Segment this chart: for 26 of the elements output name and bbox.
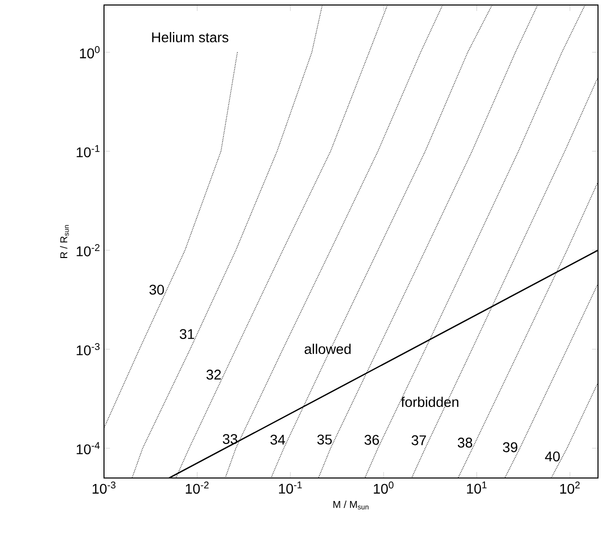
x-axis-title: M / M$_{sun}$ <box>333 500 368 510</box>
x-tick-label: 10$^{2}$ <box>560 482 580 494</box>
series-label: 34 <box>270 434 286 445</box>
series-label: 32 <box>206 370 221 380</box>
series-label: 36 <box>364 434 379 445</box>
series-label: 31 <box>180 329 194 340</box>
x-tick-label: 10$^{-2}$ <box>186 482 209 494</box>
annotation: Helium stars <box>152 32 228 42</box>
y-tick-label: 10$^{-2}$ <box>76 244 100 256</box>
y-tick-label: 10$^{-3}$ <box>76 343 100 356</box>
y-tick-label: 10$^{-4}$ <box>76 442 100 454</box>
x-tick-label: 10$^{1}$ <box>467 482 487 494</box>
y-axis-title: R / R$_{sun}$ <box>60 225 69 258</box>
y-tick-label: 10$^{0}$ <box>80 46 100 58</box>
annotation: forbidden <box>401 396 458 407</box>
series-label: 37 <box>412 435 426 446</box>
series-label: 38 <box>458 438 472 448</box>
y-tick-label: 10$^{-1}$ <box>76 145 100 158</box>
series-label: 35 <box>317 434 332 445</box>
series-label: 39 <box>502 442 518 452</box>
series-label: 30 <box>149 284 164 295</box>
series-label: 40 <box>545 451 560 462</box>
x-tick-label: 10$^{-3}$ <box>92 482 116 494</box>
x-tick-label: 10$^{-1}$ <box>279 482 302 494</box>
x-tick-label: 10$^{0}$ <box>374 482 394 494</box>
annotation: allowed <box>304 344 351 354</box>
